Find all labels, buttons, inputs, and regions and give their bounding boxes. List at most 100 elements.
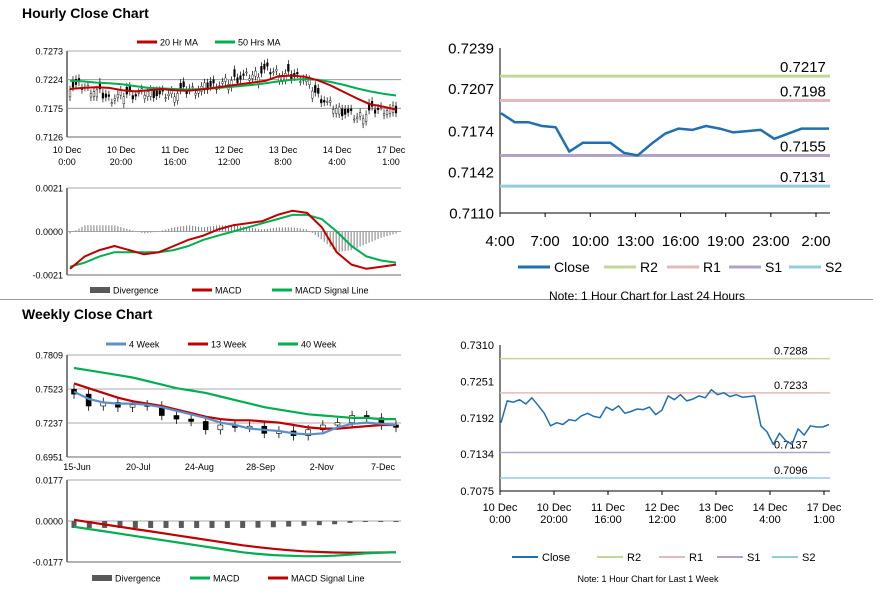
weekly-levels-y-tick: 0.7310	[460, 340, 494, 352]
weekly-divergence-bar	[194, 521, 200, 528]
hourly-candle-body	[191, 86, 194, 88]
hourly-candle-body	[104, 93, 107, 98]
hourly-levels-legend-s2-label: S2	[825, 259, 842, 275]
hourly-candle-body	[182, 81, 185, 88]
hourly-candle-body	[146, 91, 149, 97]
hourly-candle-body	[320, 99, 323, 104]
hourly-candle-body	[89, 93, 93, 98]
weekly-candle-body	[115, 402, 121, 408]
hourly-levels-level-label-s2: 0.7131	[780, 169, 826, 186]
hourly-price-x-tick-time: 16:00	[164, 157, 187, 167]
hourly-candle-body	[385, 110, 389, 115]
weekly-levels-x-tick-time: 4:00	[759, 514, 780, 526]
weekly-divergence-bar	[255, 521, 261, 528]
weekly-legend-divergence-swatch	[92, 575, 112, 581]
hourly-candle-body	[269, 72, 272, 75]
weekly-divergence-bar	[240, 521, 246, 528]
weekly-levels-x-tick-date: 11 Dec	[591, 502, 626, 514]
hourly-levels-x-tick: 7:00	[531, 233, 560, 250]
hourly-candle-body	[194, 93, 197, 96]
hourly-candle-body	[329, 100, 332, 103]
hourly-legend-20hr-label: 20 Hr MA	[160, 38, 198, 48]
weekly-price-y-tick: 0.7237	[35, 419, 63, 429]
weekly-macd-y-tick: 0.0000	[35, 517, 63, 527]
hourly-candle-body	[122, 96, 125, 105]
hourly-candle-body	[251, 74, 254, 79]
hourly-candle-body	[212, 79, 215, 84]
hourly-candle-body	[143, 95, 146, 99]
hourly-candle-body	[68, 89, 72, 98]
weekly-levels-x-tick-time: 12:00	[648, 514, 676, 526]
hourly-candle-body	[209, 81, 212, 87]
hourly-levels-legend-r1-label: R1	[703, 259, 721, 275]
weekly-levels-x-tick-date: 12 Dec	[645, 502, 680, 514]
weekly-levels-x-tick-time: 16:00	[594, 514, 622, 526]
hourly-candle-body	[287, 64, 290, 72]
hourly-levels-legend-s1-label: S1	[765, 259, 782, 275]
weekly-levels-legend-close-label: Close	[542, 552, 570, 564]
weekly-price-x-tick: 7-Dec	[371, 462, 396, 472]
weekly-divergence-bar	[301, 521, 307, 526]
hourly-levels-y-tick: 0.7239	[448, 40, 494, 57]
hourly-legend-divergence-swatch	[90, 287, 110, 293]
hourly-candle-body	[317, 88, 320, 94]
hourly-price-y-tick: 0.7224	[35, 75, 63, 85]
hourly-candle-body	[359, 112, 362, 117]
weekly-levels-y-tick: 0.7134	[460, 449, 494, 461]
weekly-divergence-bar	[148, 521, 154, 528]
hourly-levels-legend-close-label: Close	[554, 259, 590, 275]
hourly-candle-body	[239, 75, 242, 80]
weekly-price-x-tick: 15-Jun	[63, 462, 91, 472]
hourly-candle-body	[382, 113, 386, 116]
weekly-candle-body	[305, 429, 311, 437]
hourly-candle-body	[338, 106, 341, 115]
hourly-candle-body	[164, 97, 167, 99]
hourly-legend-signal-label: MACD Signal Line	[295, 286, 369, 296]
hourly-section-title: Hourly Close Chart	[22, 5, 149, 21]
hourly-levels-x-tick: 19:00	[707, 233, 745, 250]
hourly-candle-body	[332, 109, 335, 114]
hourly-price-x-tick-date: 17 Dec	[377, 145, 406, 155]
weekly-price-y-tick: 0.7523	[35, 385, 63, 395]
weekly-13wk-line	[73, 382, 396, 430]
hourly-candle-body	[206, 82, 209, 91]
hourly-candle-body	[92, 91, 96, 98]
weekly-macd-line	[73, 525, 397, 558]
weekly-legend-signal-label: MACD Signal Line	[291, 574, 365, 584]
weekly-levels-level-label-s2: 0.7096	[774, 465, 808, 477]
hourly-levels-y-tick: 0.7174	[448, 123, 494, 140]
hourly-candle-body	[341, 108, 344, 117]
hourly-price-x-tick-date: 13 Dec	[269, 145, 298, 155]
hourly-levels-close-line	[500, 112, 829, 157]
hourly-candle-body	[272, 71, 275, 73]
weekly-divergence-bar	[286, 521, 292, 527]
hourly-levels-level-label-s1: 0.7155	[780, 138, 826, 155]
weekly-candle-body	[349, 415, 355, 423]
hourly-candle-body	[110, 102, 113, 104]
weekly-divergence-bar	[86, 521, 92, 528]
hourly-candle-body	[167, 93, 170, 97]
hourly-price-x-tick-time: 1:00	[382, 157, 400, 167]
weekly-macd-y-tick: 0.0177	[35, 476, 63, 486]
weekly-levels-y-tick: 0.7075	[460, 486, 494, 498]
weekly-levels-x-tick-time: 20:00	[540, 514, 568, 526]
weekly-legend-13wk-label: 13 Week	[211, 340, 247, 350]
hourly-candle-body	[364, 114, 368, 122]
weekly-divergence-bar	[71, 521, 77, 528]
weekly-levels-x-tick-time: 0:00	[489, 514, 510, 526]
weekly-macd-signal-line	[73, 518, 397, 554]
hourly-candle-body	[311, 90, 314, 99]
hourly-candle-body	[263, 63, 266, 70]
weekly-levels-level-label-r1: 0.7233	[774, 380, 808, 392]
weekly-levels-legend-s1-label: S1	[747, 552, 760, 564]
weekly-candle-body	[129, 404, 136, 408]
weekly-legend-40wk-label: 40 Week	[301, 340, 337, 350]
hourly-candle-body	[137, 92, 140, 94]
hourly-candle-body	[176, 93, 179, 101]
hourly-levels-level-label-r1: 0.7198	[780, 83, 826, 100]
weekly-levels-x-tick-time: 8:00	[705, 514, 726, 526]
hourly-levels-y-tick: 0.7142	[448, 164, 494, 181]
weekly-40wk-line	[73, 366, 396, 421]
hourly-candle-body	[323, 100, 326, 103]
weekly-levels-x-tick-date: 13 Dec	[699, 502, 734, 514]
